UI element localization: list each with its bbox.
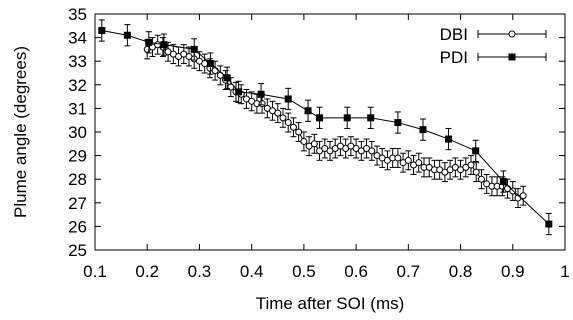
data-point-pdi [316, 114, 324, 122]
x-tick-label: 0.2 [135, 262, 159, 281]
x-tick-label: 1 [560, 262, 569, 281]
y-tick-label: 35 [68, 5, 87, 24]
legend-label-pdi: PDI [440, 48, 468, 67]
data-point-pdi [235, 88, 243, 96]
legend-sample-dbi [477, 30, 547, 38]
x-tick-labels: 0.1 0.2 0.3 0.4 0.5 0.6 0.7 0.8 0.9 1 [83, 262, 570, 281]
data-point-dbi [300, 137, 308, 145]
y-tick-label: 27 [68, 194, 87, 213]
data-point-dbi [310, 140, 318, 148]
data-point-dbi [467, 161, 475, 169]
data-point-dbi [295, 128, 303, 136]
data-point-dbi [477, 175, 485, 183]
data-point-pdi [367, 114, 375, 122]
y-tick-label: 28 [68, 170, 87, 189]
y-tick-label: 34 [68, 29, 87, 48]
series-pdi [98, 19, 553, 236]
series-layer [98, 19, 553, 236]
legend-marker [508, 53, 516, 61]
data-point-pdi [545, 220, 553, 228]
data-point-pdi [419, 126, 427, 134]
data-point-dbi [415, 159, 423, 167]
data-point-pdi [145, 38, 153, 46]
data-point-pdi [223, 74, 231, 82]
x-tick-label: 0.4 [240, 262, 264, 281]
data-point-dbi [201, 60, 209, 68]
data-point-dbi [279, 114, 287, 122]
data-point-dbi [258, 100, 266, 108]
data-point-pdi [98, 27, 106, 35]
y-tick-label: 29 [68, 147, 87, 166]
data-point-dbi [211, 67, 219, 75]
data-point-pdi [284, 95, 292, 103]
x-tick-label: 0.3 [188, 262, 212, 281]
y-tick-labels: 25 26 27 28 29 30 31 32 33 34 35 [68, 5, 87, 260]
data-point-dbi [472, 168, 480, 176]
data-point-pdi [499, 178, 507, 186]
x-tick-label: 0.7 [397, 262, 421, 281]
data-point-pdi [190, 45, 198, 53]
x-tick-label: 0.6 [344, 262, 368, 281]
legend-label-dbi: DBI [440, 25, 468, 44]
y-tick-label: 31 [68, 99, 87, 118]
data-point-dbi [519, 192, 527, 200]
x-tick-label: 0.8 [449, 262, 473, 281]
y-tick-label: 30 [68, 123, 87, 142]
data-point-dbi [368, 147, 376, 155]
x-tick-label: 0.1 [83, 262, 107, 281]
x-tick-label: 0.9 [501, 262, 525, 281]
data-point-dbi [289, 123, 297, 131]
plot-frame [94, 13, 566, 251]
data-point-pdi [343, 114, 351, 122]
data-point-pdi [160, 41, 168, 49]
x-tick-label: 0.5 [292, 262, 316, 281]
y-tick-label: 25 [68, 241, 87, 260]
legend: DBI PDI [440, 25, 547, 67]
data-point-pdi [304, 107, 312, 115]
y-axis-title: Plume angle (degrees) [11, 46, 30, 218]
series-dbi [143, 34, 527, 209]
y-tick-label: 33 [68, 52, 87, 71]
series-line-dbi [147, 44, 524, 199]
y-tick-label: 26 [68, 217, 87, 236]
data-point-pdi [394, 119, 402, 127]
data-point-dbi [284, 119, 292, 127]
data-point-pdi [472, 147, 480, 155]
legend-marker [508, 30, 516, 38]
data-point-pdi [257, 90, 265, 98]
legend-sample-pdi [477, 53, 547, 61]
data-point-dbi [404, 156, 412, 164]
y-tick-label: 32 [68, 76, 87, 95]
data-point-dbi [274, 109, 282, 117]
series-line-pdi [101, 30, 550, 225]
data-point-dbi [394, 154, 402, 162]
data-point-pdi [445, 135, 453, 143]
x-axis-title: Time after SOI (ms) [256, 294, 405, 313]
data-point-pdi [206, 60, 214, 68]
data-point-pdi [123, 31, 131, 39]
